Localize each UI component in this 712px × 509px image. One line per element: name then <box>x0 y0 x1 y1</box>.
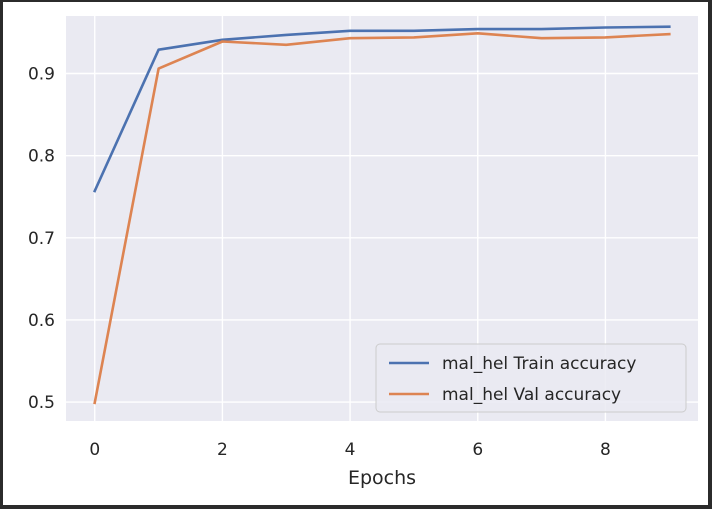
y-tick-label: 0.7 <box>28 229 55 249</box>
series-line-val-accuracy <box>93 31 671 405</box>
line-chart: 0 2 4 6 8 0.5 0.6 0.7 0.8 0.9 Epochs mal_hel Tra… <box>28 16 698 489</box>
legend-label: mal_hel Train accuracy <box>442 354 636 374</box>
x-tick-label: 0 <box>89 440 100 460</box>
x-tick-label: 4 <box>345 440 356 460</box>
x-tick-label: 2 <box>217 440 228 460</box>
x-tick-label: 8 <box>600 440 611 460</box>
x-axis-label: Epochs <box>348 467 416 489</box>
y-tick-label: 0.9 <box>28 65 55 85</box>
legend: mal_hel Train accuracy mal_hel Val accura… <box>375 343 687 413</box>
legend-box <box>375 343 687 413</box>
series-lines <box>92 25 671 405</box>
y-tick-label: 0.5 <box>28 393 55 413</box>
y-tick-label: 0.8 <box>28 147 55 167</box>
series-line-train-accuracy <box>92 25 671 193</box>
y-tick-label: 0.6 <box>28 311 55 331</box>
x-axis-ticks: 0 2 4 6 8 <box>89 440 611 460</box>
y-axis-ticks: 0.5 0.6 0.7 0.8 0.9 <box>28 65 55 414</box>
x-tick-label: 6 <box>472 440 483 460</box>
chart-figure: 0 2 4 6 8 0.5 0.6 0.7 0.8 0.9 Epochs mal_hel Tra… <box>3 2 708 505</box>
legend-label: mal_hel Val accuracy <box>442 385 621 405</box>
